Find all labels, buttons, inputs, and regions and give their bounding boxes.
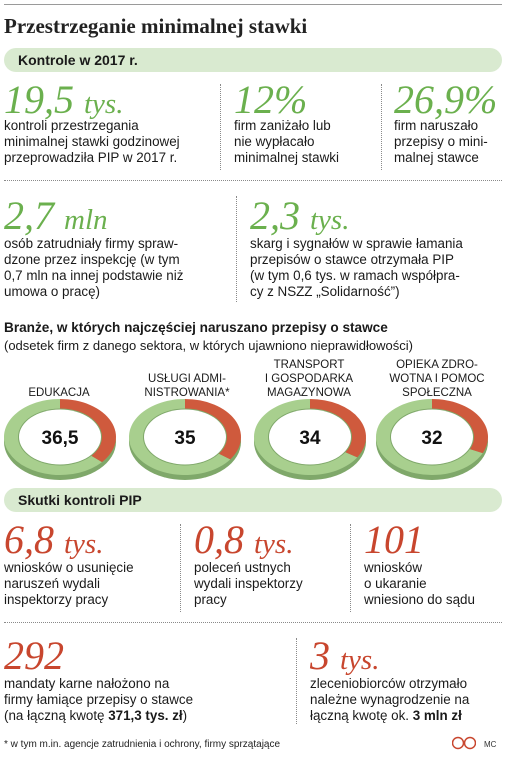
donut-hole [19,409,101,465]
stat-description: poleceń ustnych wydali inspektorzy pracy [194,560,303,607]
donut-hole [269,409,351,465]
section-header-label: Kontrole w 2017 r. [18,52,138,68]
stat-value: 3 tys. [310,633,380,678]
row-divider [4,180,502,181]
stat-value: 292 [4,633,64,678]
page-title: Przestrzeganie minimalnej stawki [4,14,308,38]
column-divider [350,524,351,612]
section-header-kontrole: Kontrole w 2017 r. [4,48,502,72]
stat-description: mandaty karne nałożono na firmy łamiące p… [4,676,194,723]
stat-description: firm naruszało przepisy o mini-malnej sta… [394,118,488,165]
column-divider [296,638,297,724]
stat-description: firm zaniżało lub nie wypłacało minimalnej… [234,118,339,165]
donut-hole [144,409,226,465]
author-credit: MC [484,740,497,749]
stat-value: 19,5 tys. [4,77,124,122]
stat-description: osób zatrudniały firmy spraw-dzone przez… [4,236,184,299]
stat-value: 26,9% [394,77,498,122]
stat-description: kontroli przestrzegania minimalnej stawki… [4,118,180,165]
donut-category-label: EDUKACJA [28,387,90,399]
chart-subtitle: (odsetek firm z danego sektora, w któryc… [4,338,413,353]
donut-slice-rest [3,399,103,475]
stat-value: 0,8 tys. [194,517,294,562]
donut-value-label: 32 [421,428,442,449]
donut-chart: 36,5 35 34 32 [3,399,488,480]
stat-description: wniosków o ukaranie wniesiono do sądu [364,560,475,607]
donut-value-label: 36,5 [42,428,79,449]
section-header-label: Skutki kontroli PIP [18,492,142,508]
donut-slice-share [60,399,116,463]
donut-slice-share [310,399,366,458]
donut-slice-share [432,399,488,454]
donut-category-label: TRANSPORT I GOSPODARKA MAGAZYNOWA [264,359,354,399]
stat-value: 2,3 tys. [250,193,350,238]
stat-value: 101 [364,517,424,562]
donut-value-label: 35 [174,428,196,449]
donut-hole [391,409,473,465]
section-header-skutki: Skutki kontroli PIP [4,488,502,512]
column-divider [381,84,382,170]
stat-value: 6,8 tys. [4,517,104,562]
column-divider [220,84,221,170]
publisher-logo-icon [452,736,476,750]
column-divider [236,196,237,302]
stat-value: 12% [234,77,308,122]
donut-category-label: USŁUGI ADMI- NISTROWANIA* [144,373,230,399]
column-divider [180,524,181,612]
donut-category-label: OPIEKA ZDRO- WOTNA I POMOC SPOŁECZNA [389,359,485,399]
top-rule [4,4,502,5]
stat-value: 2,7 mln [4,193,108,238]
donut-value-label: 34 [299,428,321,449]
chart-title: Branże, w których najczęściej naruszano … [4,320,388,335]
row-divider [4,622,502,623]
stat-description: zleceniobiorców otrzymało należne wynagro… [310,676,470,723]
stat-description: skarg i sygnałów w sprawie łamania przepi… [250,236,463,299]
footnote: * w tym m.in. agencje zatrudnienia i och… [4,739,281,750]
donut-slice-share [185,399,241,460]
stat-description: wniosków o usunięcie naruszeń wydali inspe… [4,560,134,607]
